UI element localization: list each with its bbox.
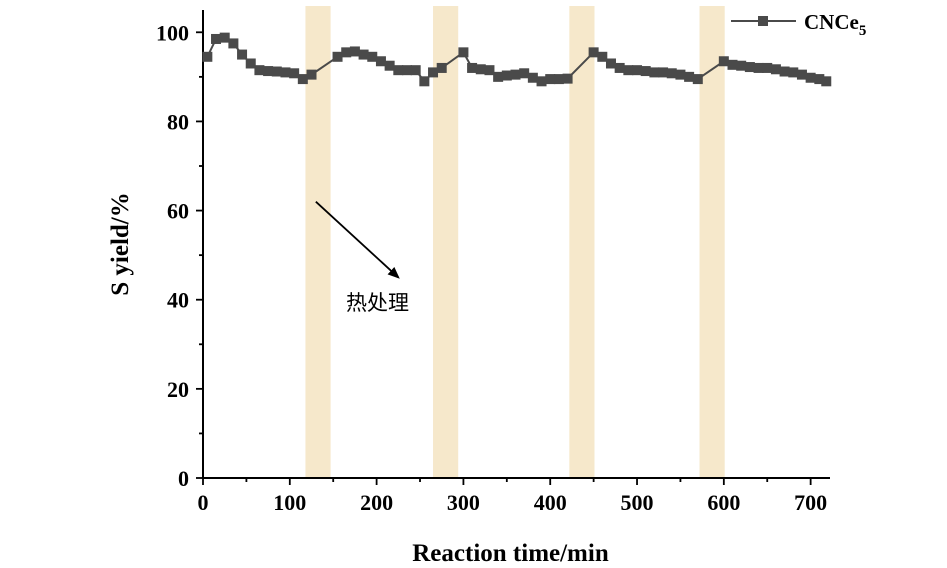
y-tick-label: 20: [167, 377, 189, 402]
data-point: [219, 32, 230, 43]
data-point: [527, 72, 538, 83]
annotation-label: 热处理: [346, 291, 409, 315]
data-point: [805, 72, 816, 83]
y-tick-label: 40: [167, 288, 189, 313]
data-point: [428, 67, 439, 78]
heat-treatment-band: [699, 6, 725, 478]
data-point: [297, 74, 308, 85]
data-point: [332, 51, 343, 62]
x-tick-label: 300: [447, 490, 480, 515]
data-point: [536, 76, 547, 87]
data-point: [796, 69, 807, 80]
series-cnce5: [202, 32, 832, 87]
data-point: [736, 60, 747, 71]
data-point: [367, 51, 378, 62]
data-point: [605, 58, 616, 69]
data-point: [202, 51, 213, 62]
data-point: [341, 47, 352, 58]
data-point: [692, 74, 703, 85]
data-point: [493, 71, 504, 82]
x-tick-label: 100: [273, 490, 306, 515]
data-point: [228, 38, 239, 49]
data-point: [562, 73, 573, 84]
data-point: [384, 60, 395, 71]
heat-treatment-bands: [305, 6, 725, 478]
data-point: [614, 62, 625, 73]
data-point: [821, 76, 832, 87]
data-point: [358, 49, 369, 60]
data-point: [658, 67, 669, 78]
data-point: [306, 69, 317, 80]
y-tick-label: 0: [178, 466, 189, 491]
data-point: [410, 65, 421, 76]
legend: CNCe5: [731, 10, 866, 39]
data-point: [510, 69, 521, 80]
x-tick-label: 500: [621, 490, 654, 515]
data-point: [484, 65, 495, 76]
data-point: [597, 51, 608, 62]
data-point: [436, 62, 447, 73]
data-point: [245, 58, 256, 69]
x-ticks: 0 100 200 300 400 500 600 700: [198, 478, 827, 515]
data-point: [349, 46, 360, 57]
data-point: [684, 71, 695, 82]
x-tick-label: 400: [534, 490, 567, 515]
data-point: [632, 65, 643, 76]
data-point: [475, 64, 486, 75]
legend-series-subscript: 5: [859, 23, 867, 39]
data-point: [419, 76, 430, 87]
x-tick-label: 700: [794, 490, 827, 515]
legend-series-name: CNCe: [804, 10, 859, 34]
heat-treatment-band: [433, 6, 459, 478]
x-tick-label: 600: [707, 490, 740, 515]
legend-label: CNCe5: [804, 10, 866, 39]
y-axis-title: S yield/%: [107, 192, 134, 296]
data-point: [501, 70, 512, 81]
data-point: [779, 66, 790, 77]
y-ticks: 0 20 40 60 80 100: [156, 20, 203, 491]
data-point: [814, 74, 825, 85]
data-point: [375, 56, 386, 67]
data-point: [289, 68, 300, 79]
data-point: [675, 69, 686, 80]
data-point: [211, 33, 222, 44]
annotation: 热处理: [315, 200, 409, 315]
data-point: [640, 66, 651, 77]
legend-marker: [758, 16, 768, 26]
data-point: [519, 68, 530, 79]
data-point: [271, 66, 282, 77]
data-point: [545, 74, 556, 85]
heat-treatment-band: [569, 6, 595, 478]
x-tick-label: 0: [198, 490, 209, 515]
data-point: [393, 65, 404, 76]
annotation-arrow: [315, 200, 400, 279]
data-point: [237, 49, 248, 60]
data-point: [718, 56, 729, 67]
data-point: [727, 59, 738, 70]
y-tick-label: 60: [167, 199, 189, 224]
data-point: [588, 47, 599, 58]
data-point: [553, 74, 564, 85]
data-point: [458, 47, 469, 58]
y-tick-label: 100: [156, 20, 189, 45]
data-point: [401, 65, 412, 76]
data-point: [744, 62, 755, 73]
y-tick-label: 80: [167, 109, 189, 134]
data-point: [649, 67, 660, 78]
data-point: [666, 68, 677, 79]
data-point: [770, 64, 781, 75]
data-point: [762, 62, 773, 73]
data-point: [623, 65, 634, 76]
data-point: [263, 66, 274, 77]
data-point: [254, 65, 265, 76]
x-tick-label: 200: [360, 490, 393, 515]
x-axis-title: Reaction time/min: [412, 540, 609, 567]
data-point: [788, 67, 799, 78]
data-point: [280, 67, 291, 78]
axes: 0 100 200 300 400 500 600 700 0 20 40 60 80 100: [156, 10, 830, 515]
data-point: [467, 62, 478, 73]
data-point: [753, 62, 764, 73]
heat-treatment-band: [305, 6, 331, 478]
